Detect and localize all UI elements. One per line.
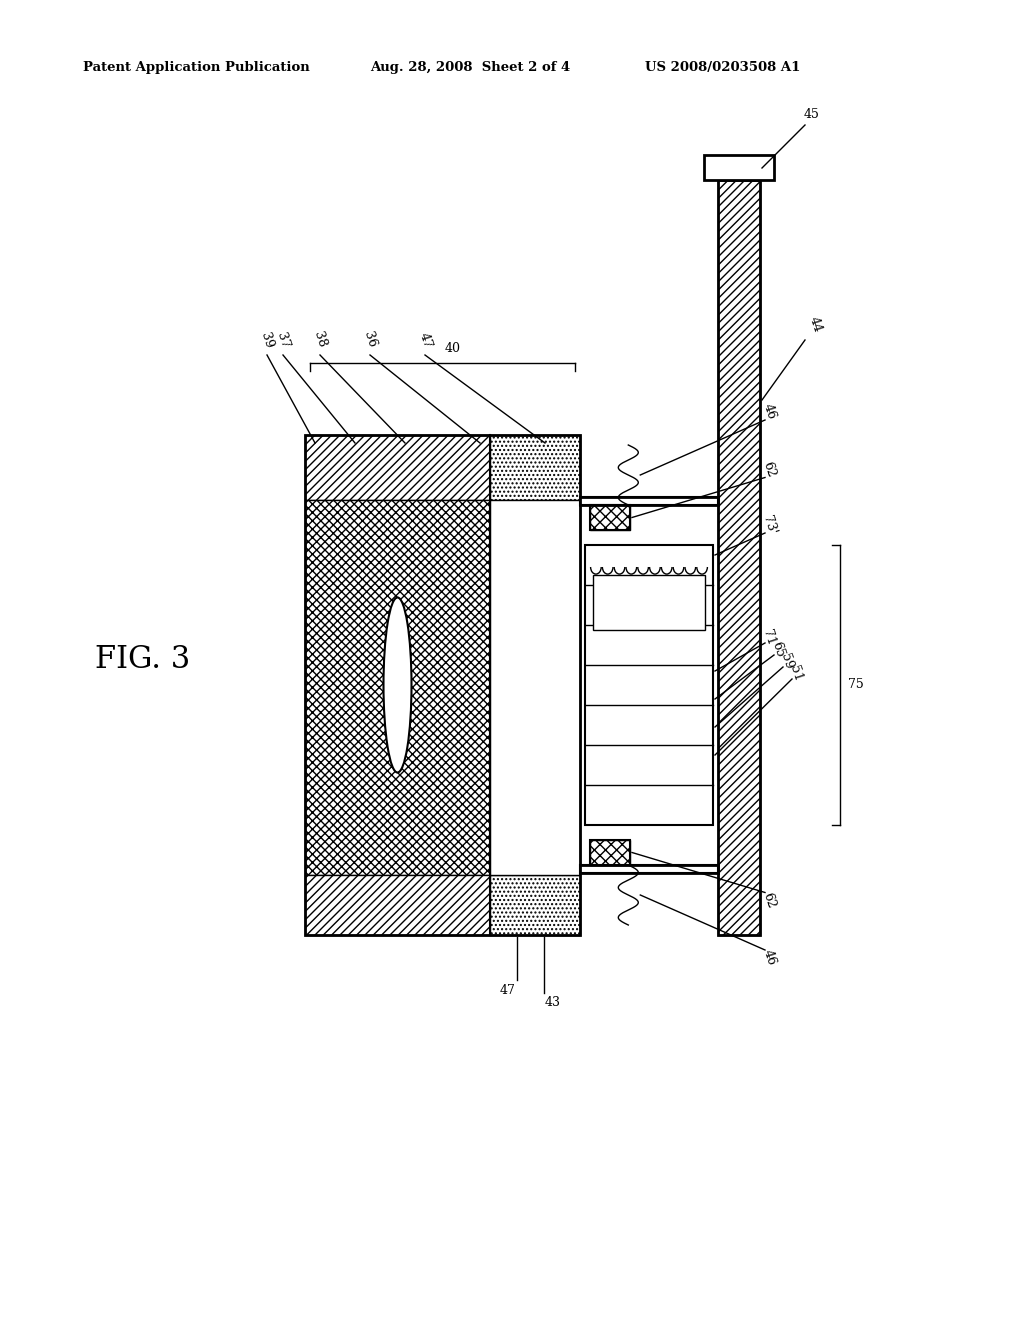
Ellipse shape <box>384 598 412 772</box>
Bar <box>718 180 760 935</box>
Bar <box>585 545 713 825</box>
Text: 43: 43 <box>545 997 561 1010</box>
Bar <box>580 498 718 506</box>
Text: 62: 62 <box>761 891 777 909</box>
Bar <box>580 865 718 873</box>
Text: 75: 75 <box>848 678 864 692</box>
Bar <box>593 576 705 630</box>
Bar <box>490 875 580 935</box>
Text: 71: 71 <box>761 627 777 647</box>
Bar <box>718 180 760 935</box>
Text: 37: 37 <box>274 330 292 350</box>
Bar <box>580 498 718 506</box>
Text: 45: 45 <box>804 108 820 121</box>
Text: Patent Application Publication: Patent Application Publication <box>83 62 309 74</box>
Bar <box>590 506 630 531</box>
Text: 47: 47 <box>417 330 433 350</box>
Text: 62: 62 <box>761 459 777 479</box>
Text: Aug. 28, 2008  Sheet 2 of 4: Aug. 28, 2008 Sheet 2 of 4 <box>370 62 570 74</box>
Text: 46: 46 <box>761 948 777 968</box>
Bar <box>705 154 774 180</box>
Bar <box>580 865 718 873</box>
Text: US 2008/0203508 A1: US 2008/0203508 A1 <box>645 62 801 74</box>
Text: 65: 65 <box>769 639 786 659</box>
Text: 46: 46 <box>761 403 777 421</box>
Bar <box>305 875 490 935</box>
Bar <box>305 500 490 875</box>
Bar <box>490 500 580 875</box>
Text: 40: 40 <box>444 342 461 355</box>
Bar <box>590 840 630 865</box>
Bar <box>305 436 490 500</box>
Bar <box>490 436 580 500</box>
Bar <box>590 840 630 865</box>
Text: FIG. 3: FIG. 3 <box>95 644 190 676</box>
Text: 38: 38 <box>311 330 329 350</box>
Bar <box>590 506 630 531</box>
Bar <box>305 436 580 935</box>
Text: 51: 51 <box>787 664 805 682</box>
Text: 44: 44 <box>806 315 823 334</box>
Text: 39: 39 <box>258 330 275 350</box>
Text: 36: 36 <box>361 330 379 350</box>
Text: 47: 47 <box>500 983 516 997</box>
Text: 73': 73' <box>760 513 778 536</box>
Text: 59: 59 <box>778 652 796 671</box>
